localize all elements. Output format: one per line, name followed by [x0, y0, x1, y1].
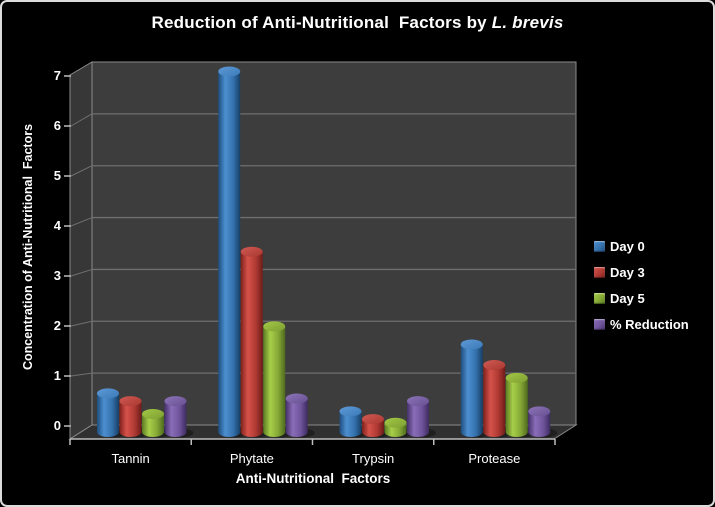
legend-label: % Reduction [610, 316, 689, 332]
bar-body [460, 344, 483, 432]
bar-body [505, 377, 528, 432]
bar--reduction-phytate [285, 393, 315, 438]
legend-label: Day 0 [610, 238, 645, 254]
y-tick-label-4: 4 [53, 218, 61, 233]
legend-marker-icon [594, 292, 605, 304]
bar-body [263, 326, 286, 432]
bar-top-cap [407, 396, 429, 407]
bar-top-cap [164, 396, 187, 407]
chart-title-text: Reduction of Anti-Nutritional Factors by [151, 13, 492, 32]
bar-top-cap [263, 321, 286, 332]
bar-body [407, 401, 429, 432]
category-label-protease: Protease [468, 451, 521, 466]
x-axis-title: Anti-Nutritional Factors [235, 471, 391, 486]
bar-top-cap [483, 360, 506, 371]
y-tick-label-7: 7 [53, 68, 61, 83]
bar-body [528, 411, 551, 432]
bar--reduction-tannin [164, 396, 194, 438]
bar-top-cap [362, 414, 384, 425]
axes [64, 75, 556, 445]
bar-top-cap [240, 246, 263, 257]
bar-body [164, 401, 187, 432]
bar-body [142, 413, 164, 432]
bar-day-0-trypsin [339, 406, 369, 438]
bar-body [240, 251, 263, 432]
gridline-slant-1 [70, 372, 93, 377]
legend-item-day-3: Day 3 [594, 259, 689, 285]
chart-title: Reduction of Anti-Nutritional Factors by… [2, 13, 713, 33]
bars-group [97, 66, 558, 438]
bar-body [218, 71, 241, 432]
bar-top-cap [285, 393, 308, 404]
bar-top-cap [339, 406, 362, 417]
bar-body [97, 393, 119, 432]
bar-top-cap [460, 339, 483, 350]
bar-body [285, 398, 308, 432]
bar-day-5-protease [505, 372, 535, 438]
legend-marker-icon [594, 318, 605, 330]
bar--reduction-protease [528, 406, 558, 438]
bar-day-3-trypsin [362, 414, 391, 438]
bar-body [339, 411, 362, 432]
bar-body [483, 365, 506, 432]
y-tick-label-5: 5 [53, 168, 61, 183]
y-axis-title: Concentration of Anti-Nutritional Factor… [21, 123, 35, 371]
bar-top-cap [384, 417, 407, 428]
side-wall [69, 61, 93, 440]
gridline-slant-6 [70, 113, 93, 127]
y-tick-label-1: 1 [53, 368, 61, 383]
gridline-slant-3 [70, 268, 93, 277]
legend-marker-icon [594, 240, 605, 252]
gridline-slant-5 [70, 165, 93, 177]
legend: Day 0 Day 3 Day 5 % Reduction [594, 233, 689, 337]
legend-label: Day 3 [610, 264, 645, 280]
bar-body [119, 401, 142, 432]
bar-day-3-phytate [240, 246, 270, 438]
bar--reduction-trypsin [407, 396, 436, 438]
bar-top-cap [119, 396, 142, 407]
legend-label: Day 5 [610, 290, 645, 306]
legend-item-day-5: Day 5 [594, 285, 689, 311]
category-label-phytate: Phytate [229, 451, 274, 466]
bar-day-0-phytate [218, 66, 248, 438]
legend-item-day-0: Day 0 [594, 233, 689, 259]
bar-day-0-protease [460, 339, 490, 438]
bar-day-3-protease [483, 360, 513, 438]
y-tick-label-0: 0 [53, 418, 61, 433]
y-tick-label-3: 3 [53, 268, 61, 283]
y-tick-label-2: 2 [53, 318, 61, 333]
bar-top-cap [142, 408, 164, 419]
legend-marker-icon [594, 266, 605, 278]
category-label-trypsin: Trypsin [352, 451, 395, 466]
bar-top-cap [505, 372, 528, 383]
bar-top-cap [528, 406, 551, 417]
bar-top-cap [97, 388, 119, 399]
category-label-tannin: Tannin [111, 451, 150, 466]
y-tick-label-6: 6 [53, 118, 61, 133]
gridline-slant-4 [70, 217, 93, 227]
chart-title-species: L. brevis [491, 13, 564, 32]
gridline-slant-2 [70, 320, 93, 327]
legend-item--reduction: % Reduction [594, 311, 689, 337]
bar-top-cap [218, 66, 241, 77]
gridlines [70, 113, 576, 377]
